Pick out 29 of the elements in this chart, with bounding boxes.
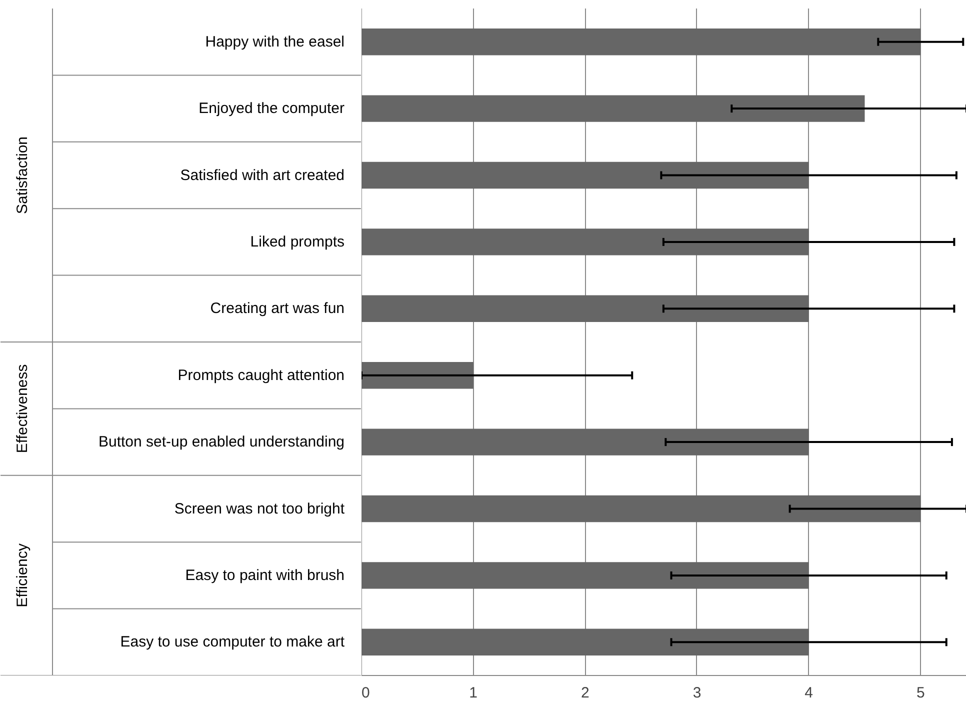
bar [362, 495, 921, 522]
text: Efficiency [14, 542, 31, 608]
bar [362, 95, 865, 122]
bar [362, 162, 809, 189]
bar [362, 28, 921, 56]
y-tick-label: Satisfied with art created [180, 166, 345, 184]
x-tick-label: 1 [469, 684, 478, 702]
y-tick-label: Enjoyed the computer [198, 100, 345, 118]
x-tick-label: 0 [362, 684, 370, 702]
y-tick-label: Button set-up enabled understanding [98, 434, 345, 451]
bar [362, 562, 809, 589]
bar [362, 628, 809, 656]
x-tick-label: 2 [580, 684, 590, 702]
x-tick-label: 4 [804, 684, 813, 702]
text: Satisfaction [14, 136, 31, 214]
bar [362, 428, 809, 456]
x-tick-label: 5 [916, 684, 925, 702]
y-tick-label: Creating art was fun [210, 300, 345, 318]
y-tick-label: Liked prompts [250, 233, 345, 250]
text: Effectiveness [14, 364, 31, 454]
x-tick-label: 3 [692, 684, 702, 702]
bar [362, 362, 474, 389]
bar [362, 228, 809, 256]
y-tick-label: Prompts caught attention [178, 366, 344, 384]
y-tick-label: Easy to paint with brush [185, 566, 345, 584]
y-tick-label: Happy with the easel [205, 33, 344, 50]
y-tick-label: Easy to use computer to make art [120, 634, 346, 651]
bar [362, 295, 809, 322]
y-tick-label: Screen was not too bright [174, 500, 346, 518]
